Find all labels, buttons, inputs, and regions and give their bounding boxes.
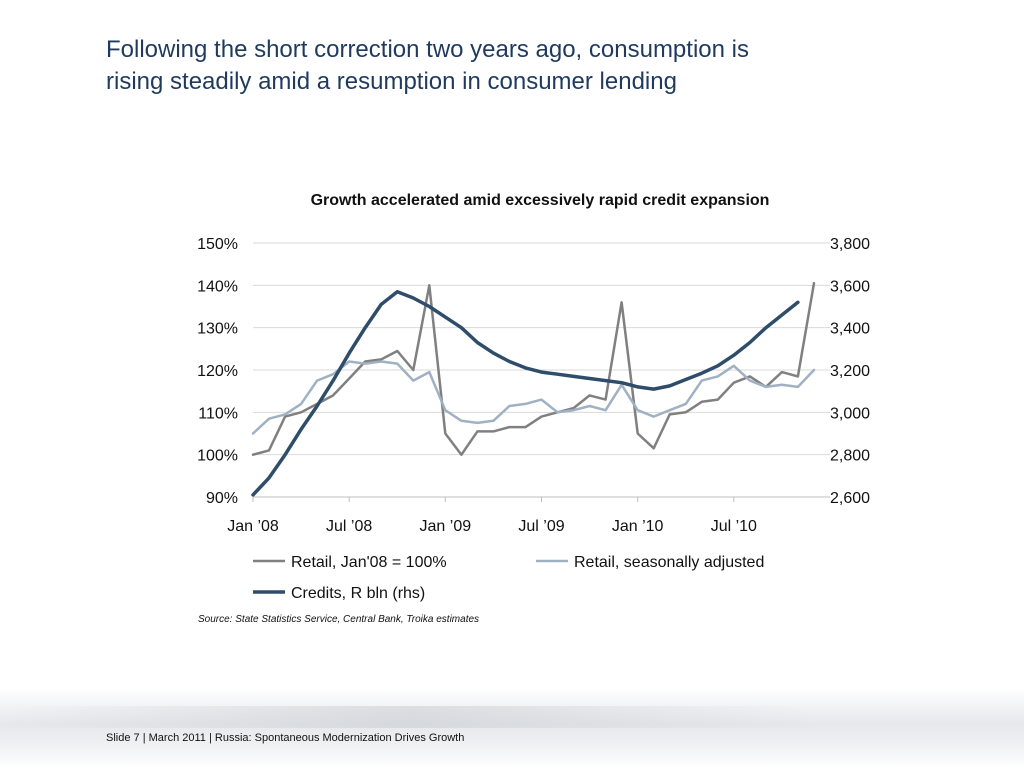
footer-deck-title: Russia: Spontaneous Modernization Drives… <box>214 732 465 744</box>
y-left-tick-label: 130% <box>197 321 238 338</box>
y-right-tick-label: 2,600 <box>830 490 870 507</box>
slide-title-line-1: Following the short correction two years… <box>106 36 749 63</box>
slide-title: Following the short correction two years… <box>106 34 966 98</box>
legend: Retail, Jan'08 = 100% Retail, seasonally … <box>253 554 764 602</box>
series-line-1 <box>251 281 816 456</box>
y-right-tick-label: 2,800 <box>830 448 870 465</box>
y-right-tick-label: 3,400 <box>830 321 870 338</box>
x-tick-label: Jan ’10 <box>612 518 664 535</box>
x-tick-label: Jan ’08 <box>227 518 279 535</box>
legend-label: Credits, R bln (rhs) <box>291 585 425 602</box>
y-right-tick-label: 3,000 <box>830 405 870 422</box>
footer: Slide 7 | March 2011 | Russia: Spontaneo… <box>106 732 464 744</box>
y-left-tick-label: 120% <box>197 363 238 380</box>
chart-title: Growth accelerated amid excessively rapi… <box>310 192 770 209</box>
footer-band <box>0 688 1024 768</box>
y-left-tick-label: 110% <box>198 405 238 422</box>
series-line-2 <box>251 360 816 435</box>
slide-title-line-2: rising steadily amid a resumption in con… <box>106 68 677 95</box>
chart: 90% 100% 110% 120% 130% 140% 150% 2,600 2,800 3,0… <box>197 236 870 602</box>
y-left-tick-label: 90% <box>206 490 238 507</box>
x-tick-label: Jul ’10 <box>711 518 757 535</box>
footer-slide-label: Slide 7 <box>106 732 140 744</box>
legend-label: Retail, Jan'08 = 100% <box>291 554 447 571</box>
footer-separator: | <box>139 732 149 744</box>
x-tick-label: Jul ’09 <box>518 518 564 535</box>
series-line-3 <box>251 289 800 497</box>
x-tick-label: Jan ’09 <box>420 518 472 535</box>
footer-date: March 2011 <box>148 732 206 744</box>
axes: 90% 100% 110% 120% 130% 140% 150% 2,600 2,800 3,0… <box>197 236 870 535</box>
y-left-tick-label: 140% <box>197 278 238 295</box>
series-lines <box>251 281 816 497</box>
footer-separator-2: | <box>205 732 215 744</box>
x-tick-label: Jul ’08 <box>326 518 372 535</box>
y-left-tick-label: 100% <box>197 448 238 465</box>
source-note: Source: State Statistics Service, Centra… <box>198 614 480 625</box>
y-right-tick-label: 3,800 <box>830 236 870 253</box>
y-left-tick-label: 150% <box>197 236 238 253</box>
y-right-tick-label: 3,200 <box>830 363 870 380</box>
legend-label: Retail, seasonally adjusted <box>574 554 764 571</box>
y-right-tick-label: 3,600 <box>830 278 870 295</box>
